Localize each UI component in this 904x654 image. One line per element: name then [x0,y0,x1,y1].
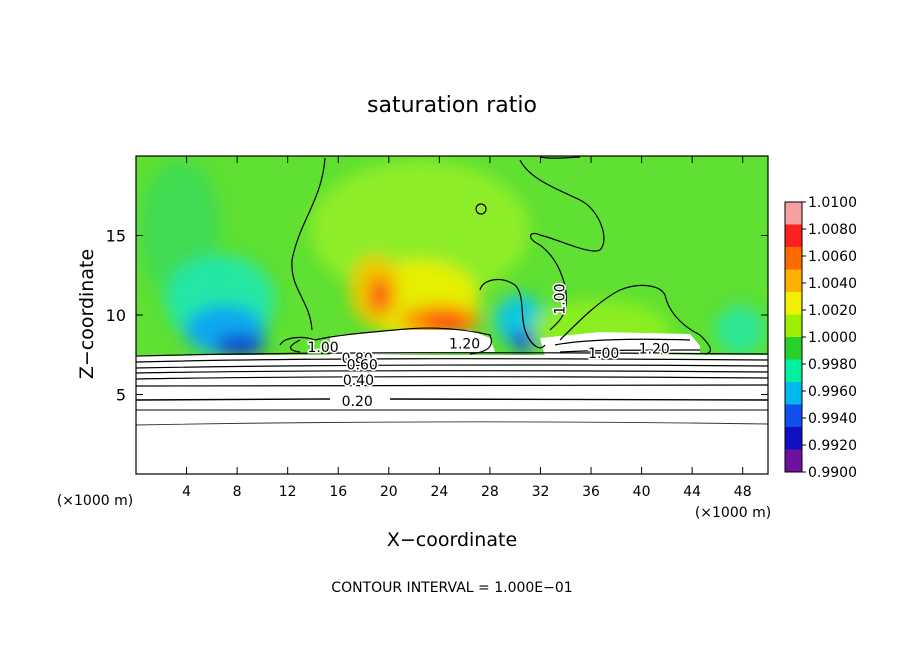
contour-label: 1.20 [449,337,480,353]
contour-label: 1.20 [639,341,670,357]
x-tick-label: 16 [329,484,347,500]
x-tick-label: 48 [734,484,752,500]
x-axis: 4 8 12 16 20 24 28 32 36 40 44 48 [182,156,752,500]
y-tick-label: 5 [116,386,126,405]
colorbar-swatch [785,449,802,473]
contour-lines [136,156,768,426]
colorbar-label: 0.9920 [808,438,857,454]
x-axis-label: X−coordinate [387,529,517,551]
contour-label: 0.40 [343,373,374,389]
y-tick-label: 10 [106,306,126,325]
x-tick-label: 12 [279,484,297,500]
colorbar-label: 0.9980 [808,357,857,373]
colorbar-swatch [785,224,802,248]
contour-label: 1.00 [588,346,619,362]
x-tick-label: 4 [182,484,191,500]
y-axis-label: Z−coordinate [76,249,98,379]
contour-label-group: 1.000.800.600.400.201.201.001.00 1.20 [306,282,671,411]
colorbar-swatch [785,382,802,405]
y-axis: 5 10 15 [106,227,768,405]
colorbar-label: 0.9960 [808,384,857,400]
colorbar-label: 0.9900 [808,465,857,481]
x-tick-label: 28 [481,484,499,500]
colorbar-label: 1.0060 [808,249,857,265]
colorbar-swatch [785,337,802,360]
contour-interval-note: CONTOUR INTERVAL = 1.000E−01 [331,580,572,596]
x-unit-right: (×1000 m) [695,505,771,521]
chart-title: saturation ratio [367,93,537,118]
colorbar-label: 1.0020 [808,303,857,319]
colorbar-label: 1.0100 [808,195,857,211]
colorbar-swatch [785,269,802,293]
contour-label: 1.00 [307,340,338,356]
x-tick-label: 36 [582,484,600,500]
x-tick-label: 8 [233,484,242,500]
y-tick-label: 15 [106,227,126,246]
contour-label: 1.00 [552,284,568,315]
x-tick-label: 20 [380,484,398,500]
plot-area [136,156,768,474]
colorbar-swatch [785,359,802,383]
x-tick-label: 32 [532,484,550,500]
cloud-region-left [330,330,495,356]
colorbar: 1.0100 1.0080 1.0060 1.0040 1.0020 1.0000 0.99… [784,195,857,481]
colorbar-label: 1.0040 [808,276,857,292]
colorbar-swatch [785,202,802,225]
contour-label: 0.60 [347,357,378,373]
colorbar-label: 0.9940 [808,411,857,427]
colorbar-label: 1.0000 [808,330,857,346]
x-tick-label: 40 [633,484,651,500]
x-tick-label: 24 [430,484,448,500]
colorbar-swatch [785,314,802,338]
x-tick-label: 44 [683,484,701,500]
colorbar-swatch [785,247,802,270]
colorbar-label: 1.0080 [808,222,857,238]
contour-label: 0.80 [342,351,373,367]
x-unit-left: (×1000 m) [57,493,133,509]
colorbar-swatch [785,292,802,315]
stable-layer [136,355,768,474]
colorbar-swatch [785,427,802,450]
contour-label: 0.20 [342,394,373,410]
colorbar-swatch [785,404,802,428]
